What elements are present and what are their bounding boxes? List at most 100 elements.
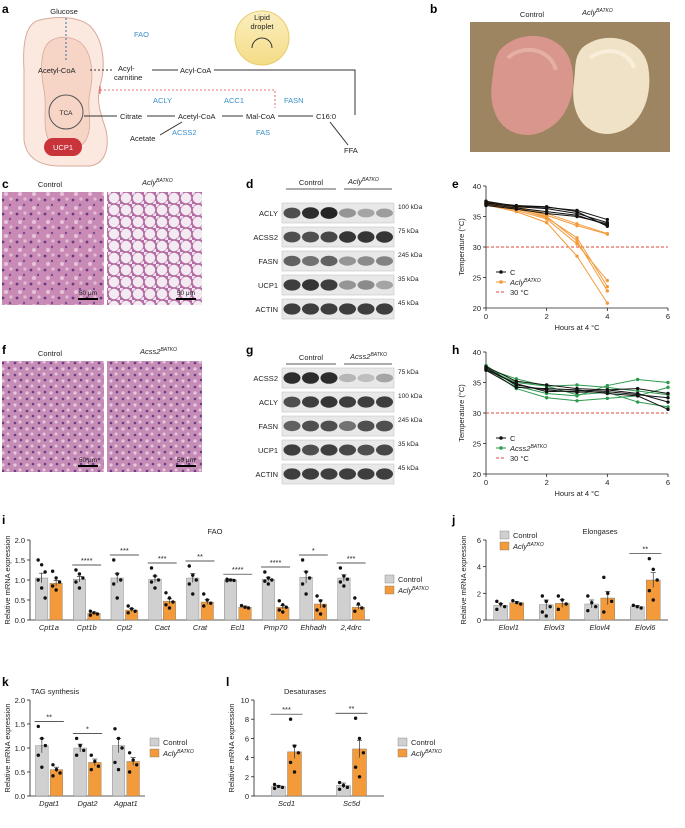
data-point xyxy=(515,600,519,605)
blot-d-ko-label: AclyBATKO xyxy=(347,177,379,186)
data-point xyxy=(88,613,93,617)
data-point xyxy=(655,578,659,582)
blot-band xyxy=(376,420,393,432)
blot-row-label: ACLY xyxy=(259,398,278,407)
data-point xyxy=(191,573,195,577)
y-tick-label: 1.5 xyxy=(15,556,25,565)
data-point xyxy=(266,576,271,580)
blot-band xyxy=(283,372,301,384)
control-series-point xyxy=(544,211,549,216)
y-tick-label: 40 xyxy=(473,348,481,357)
legend-ko-label: AclyBATKO xyxy=(512,542,544,551)
blot-band xyxy=(283,231,301,243)
data-point xyxy=(353,609,357,613)
label-c160: C16:0 xyxy=(316,112,336,121)
blot-band xyxy=(320,420,338,432)
data-point xyxy=(57,580,62,584)
chart-j: 0 2 4 6 Relative mRNA expression Elongases Elo… xyxy=(459,527,668,632)
data-point xyxy=(495,607,499,612)
data-point xyxy=(357,736,362,741)
significance-label: **** xyxy=(232,565,244,574)
x-tick-label: 6 xyxy=(666,312,670,321)
chart-h: 20 25 30 35 40 0 2 4 6 Hours at 4 °C Temperature (… xyxy=(457,348,670,498)
blot-band xyxy=(283,207,301,219)
data-point xyxy=(115,596,119,600)
label-ffa: FFA xyxy=(344,146,358,155)
ko-series-point xyxy=(514,377,519,381)
blot-band xyxy=(320,372,338,384)
label-acetate: Acetate xyxy=(130,134,155,143)
data-point xyxy=(357,775,362,779)
blot-band xyxy=(376,256,393,266)
data-point xyxy=(126,611,130,615)
data-point xyxy=(115,572,119,576)
data-point xyxy=(564,602,568,606)
data-point xyxy=(602,610,606,614)
blot-band xyxy=(339,256,356,266)
legend-c-marker xyxy=(499,270,503,274)
data-point xyxy=(288,717,293,721)
data-point xyxy=(120,746,124,750)
ko-series-point xyxy=(666,380,670,385)
data-point xyxy=(54,576,58,580)
x-tick-label: 0 xyxy=(484,478,488,487)
blot-band xyxy=(283,420,301,432)
data-point xyxy=(631,603,636,608)
ko-series-point xyxy=(544,396,549,400)
y-tick-label: 8 xyxy=(245,715,249,724)
data-point xyxy=(74,568,78,572)
ko-series-point xyxy=(575,254,579,258)
data-point xyxy=(116,767,121,772)
y-tick-label: 0.5 xyxy=(15,596,25,605)
data-point xyxy=(40,736,44,741)
control-series-point xyxy=(544,389,549,394)
y-tick-label: 0.5 xyxy=(15,768,25,777)
ko-series-point xyxy=(605,231,610,236)
blot-band xyxy=(302,207,319,219)
legend-ko-label: AclyBATKO xyxy=(509,278,541,287)
data-point xyxy=(89,767,93,772)
data-point xyxy=(239,603,244,608)
data-point xyxy=(77,572,82,576)
control-series-point xyxy=(484,367,488,372)
y-tick-label: 30 xyxy=(473,409,481,418)
tissue-photo xyxy=(470,22,670,152)
legend-control-label: Control xyxy=(398,575,423,584)
data-point xyxy=(40,765,44,769)
data-point xyxy=(342,574,346,578)
ko-series-point xyxy=(635,377,640,382)
blot-size-label: 45 kDa xyxy=(398,300,419,307)
data-point xyxy=(95,612,100,616)
data-point xyxy=(292,770,297,774)
data-point xyxy=(50,569,55,573)
y-tick-label: 10 xyxy=(241,696,249,705)
y-axis-label: Relative mRNA expression xyxy=(3,703,12,792)
data-point xyxy=(36,753,40,757)
legend-ko-label: AclyBATKO xyxy=(410,749,442,758)
chart-title: Desaturases xyxy=(284,687,326,696)
label-acss2: ACSS2 xyxy=(172,128,197,137)
label-acyl-coa: Acyl-CoA xyxy=(180,66,211,75)
label-acc1: ACC1 xyxy=(224,96,244,105)
data-point xyxy=(602,575,606,580)
data-point xyxy=(281,603,285,607)
legend-control-swatch xyxy=(397,737,408,747)
ucp1-protein xyxy=(44,138,82,156)
data-point xyxy=(133,609,137,613)
significance-label: **** xyxy=(270,558,282,567)
blot-band xyxy=(302,444,319,456)
data-point xyxy=(43,596,47,600)
category-label: 2,4drc xyxy=(340,623,362,632)
data-point xyxy=(272,782,277,787)
data-point xyxy=(205,598,209,602)
significance-label: ** xyxy=(349,704,355,713)
chart-l: 0 2 4 6 8 10 Relative mRNA expression Desaturas… xyxy=(227,687,442,808)
control-series-point xyxy=(575,389,579,393)
blot-band xyxy=(302,420,319,432)
legend-control-label: Control xyxy=(513,531,538,540)
significance-label: * xyxy=(86,724,89,733)
significance-label: ** xyxy=(197,552,203,561)
blot-band xyxy=(320,303,338,315)
